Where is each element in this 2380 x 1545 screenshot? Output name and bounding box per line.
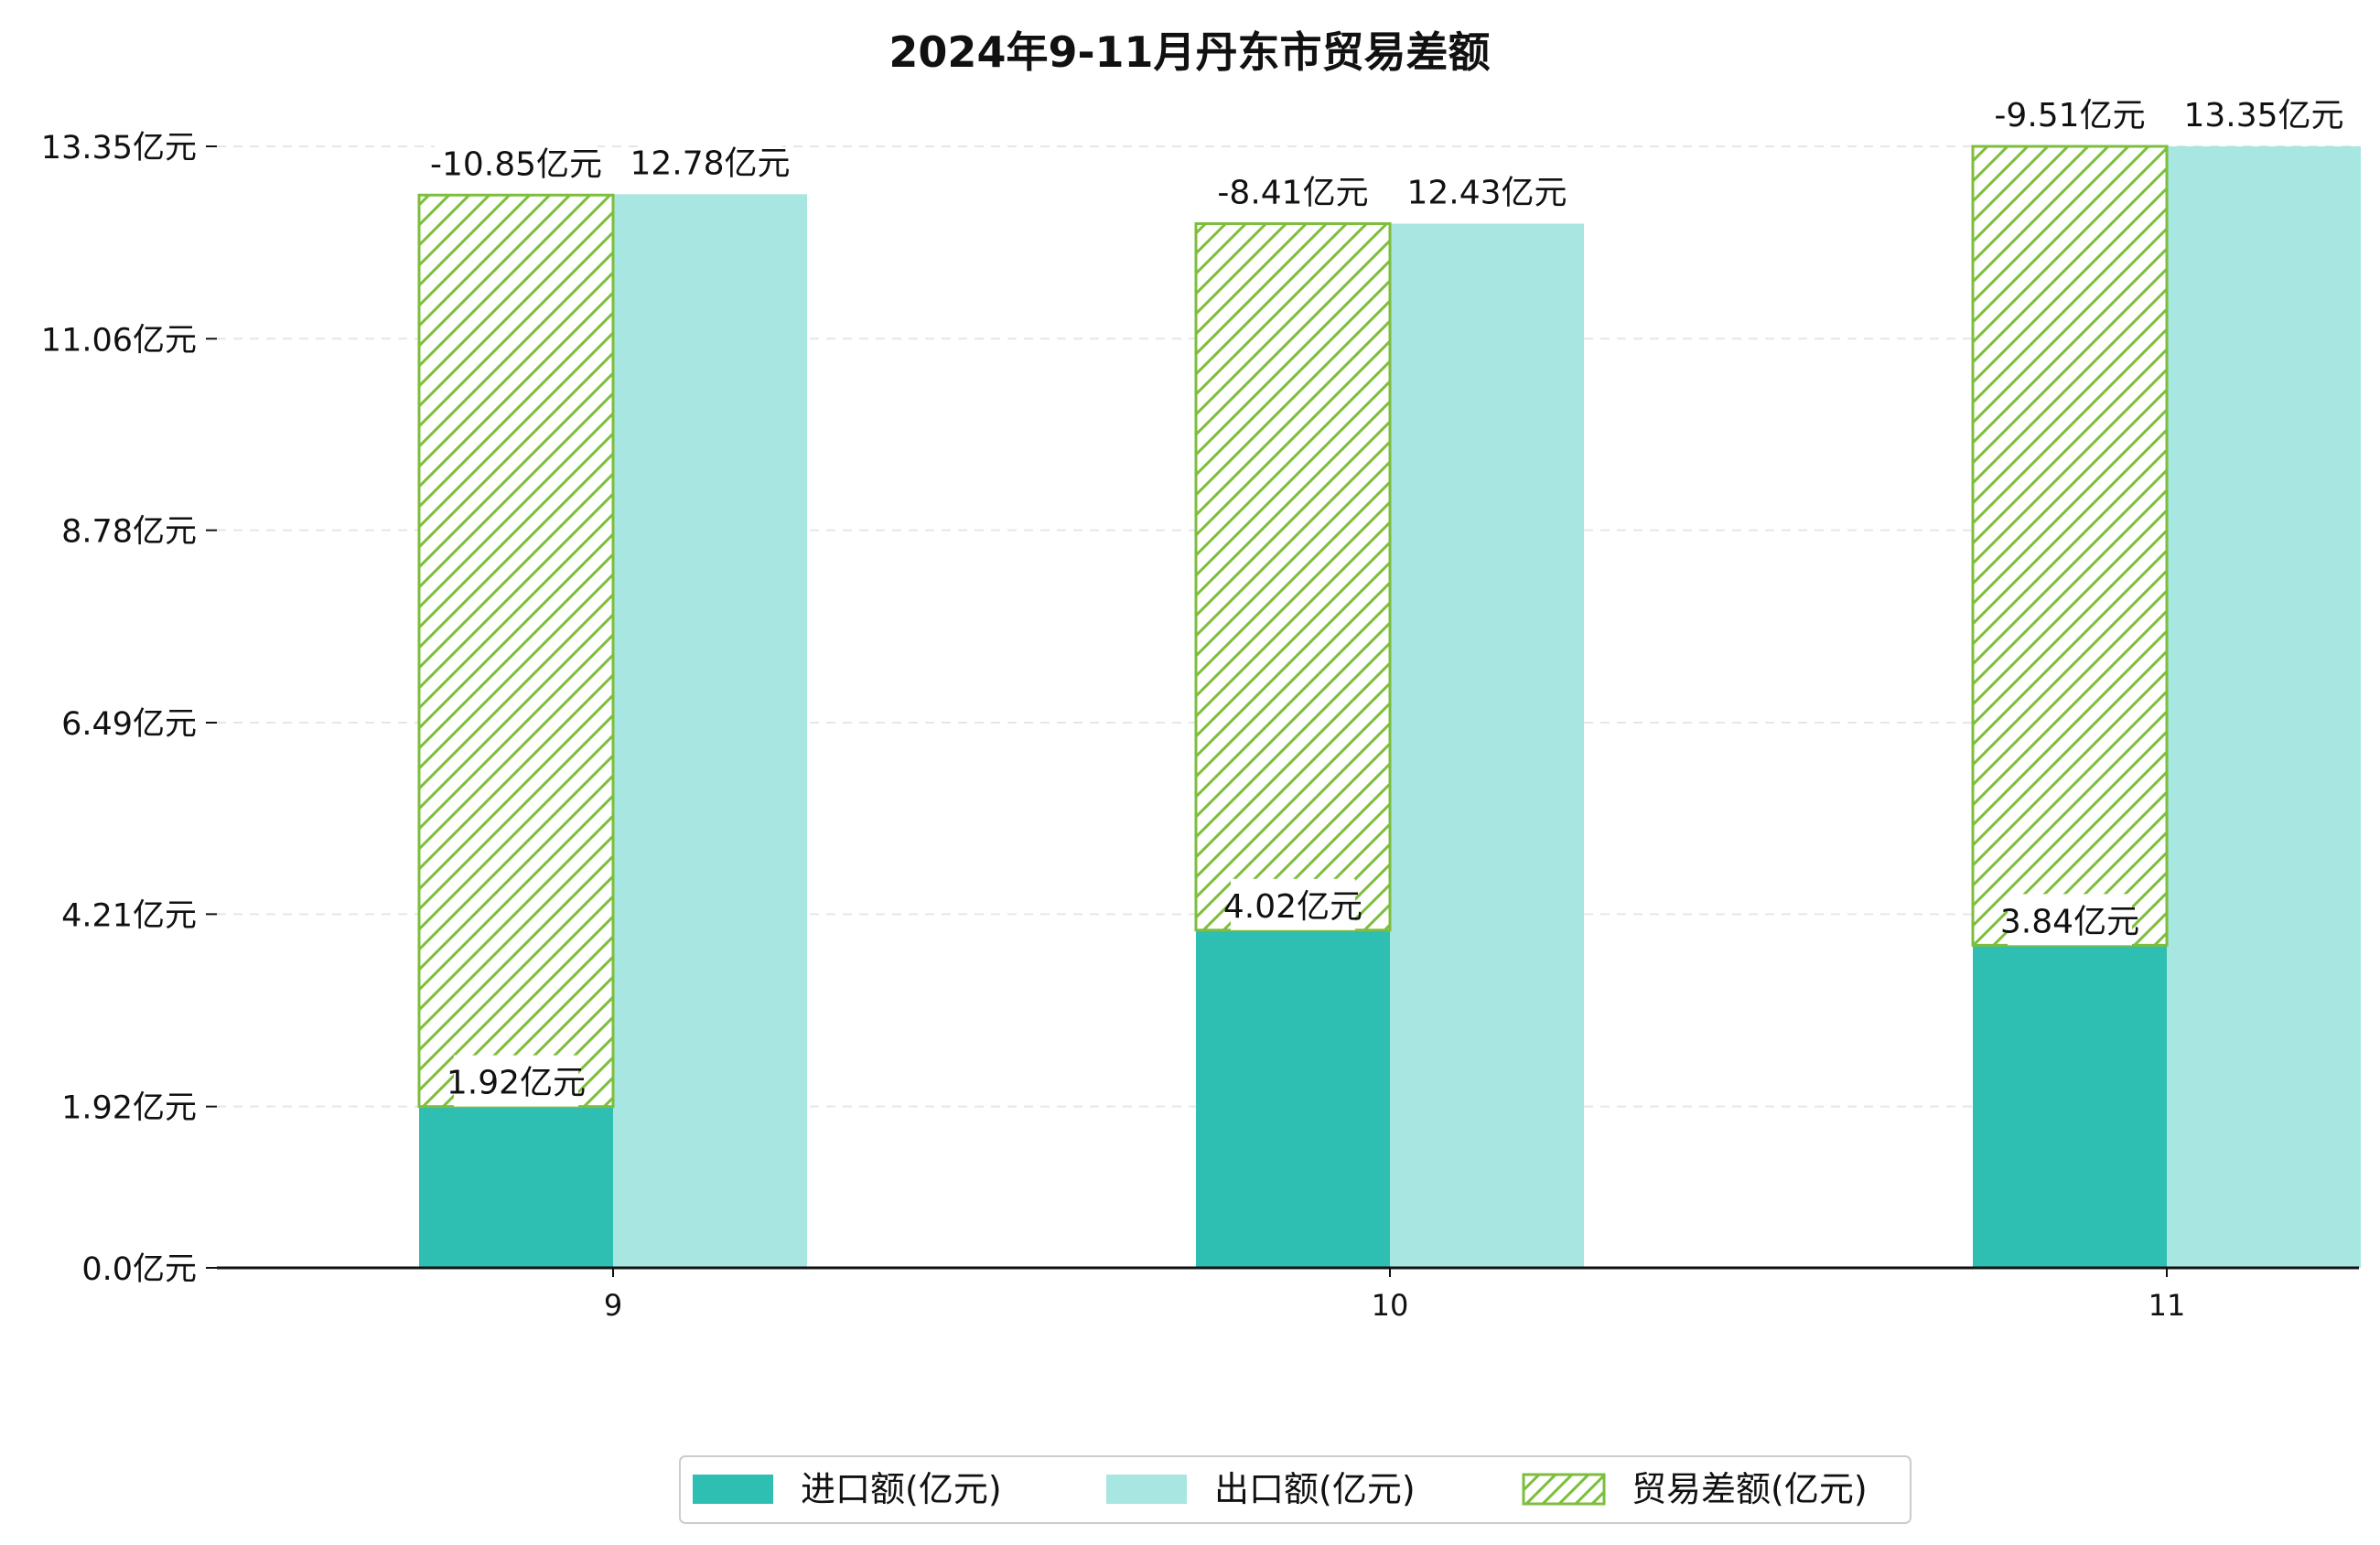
label-export: 13.35亿元	[2183, 97, 2343, 134]
label-trade-balance: -8.41亿元	[1217, 174, 1368, 211]
bar-import	[1196, 929, 1390, 1268]
legend-swatch	[693, 1475, 773, 1504]
bar-trade-balance	[417, 193, 615, 1109]
label-trade-balance: -9.51亿元	[1994, 97, 2145, 134]
legend-swatch	[1106, 1475, 1187, 1504]
y-axis: 0.0亿元 1.92亿元 4.21亿元 6.49亿元 8.78亿元 11.06亿元 13.3…	[41, 130, 217, 1288]
label-import-bg	[454, 1055, 578, 1107]
label-export-bg	[2192, 88, 2336, 139]
label-export-bg	[638, 135, 782, 188]
x-tick-label: 10	[1372, 1288, 1409, 1323]
bar-trade-balance	[1194, 221, 1392, 932]
y-tick-label: 0.0亿元	[81, 1251, 197, 1288]
y-tick-label: 6.49亿元	[61, 706, 197, 743]
label-import: 1.92亿元	[447, 1065, 586, 1102]
bar-import	[419, 1106, 613, 1268]
label-import: 4.02亿元	[1223, 888, 1362, 926]
legend-label: 进口额(亿元)	[801, 1469, 1002, 1509]
label-export-bg	[1415, 165, 1559, 217]
y-tick-label: 8.78亿元	[61, 514, 197, 551]
x-tick-label: 9	[604, 1288, 622, 1323]
label-trade-balance-bg	[1221, 165, 1365, 217]
label-import-bg	[1231, 878, 1355, 930]
bar-export	[2167, 146, 2361, 1268]
label-trade-balance-bg	[435, 136, 598, 188]
bar-export	[613, 194, 807, 1268]
bar-export	[1390, 223, 1584, 1268]
y-tick-label: 4.21亿元	[61, 897, 197, 934]
bars	[417, 145, 2361, 1268]
legend-label: 贸易差额(亿元)	[1632, 1469, 1868, 1509]
legend-swatch	[1522, 1473, 1606, 1506]
legend-box	[679, 1455, 1912, 1524]
x-tick-label: 11	[2148, 1288, 2186, 1323]
label-trade-balance-bg	[1998, 88, 2142, 139]
legend: 进口额(亿元) 出口额(亿元) 贸易差额(亿元)	[679, 1455, 1912, 1524]
bar-trade-balance	[1971, 145, 2169, 947]
label-export: 12.43亿元	[1406, 174, 1567, 211]
y-tick-label: 13.35亿元	[41, 130, 197, 166]
x-axis: 9 10 11	[217, 1266, 2359, 1323]
chart-title: 2024年9-11月丹东市贸易差额	[888, 27, 1490, 77]
data-labels: 1.92亿元 12.78亿元 -10.85亿元 4.02亿元 12.43亿元 -8.41亿…	[430, 88, 2344, 1107]
label-export: 12.78亿元	[630, 145, 790, 182]
bar-import	[1973, 945, 2167, 1268]
y-tick-label: 11.06亿元	[41, 322, 197, 359]
label-import-bg	[2008, 894, 2132, 946]
label-trade-balance: -10.85亿元	[430, 145, 602, 183]
label-import: 3.84亿元	[2000, 903, 2139, 940]
y-tick-label: 1.92亿元	[61, 1090, 197, 1127]
legend-label: 出口额(亿元)	[1214, 1469, 1416, 1509]
